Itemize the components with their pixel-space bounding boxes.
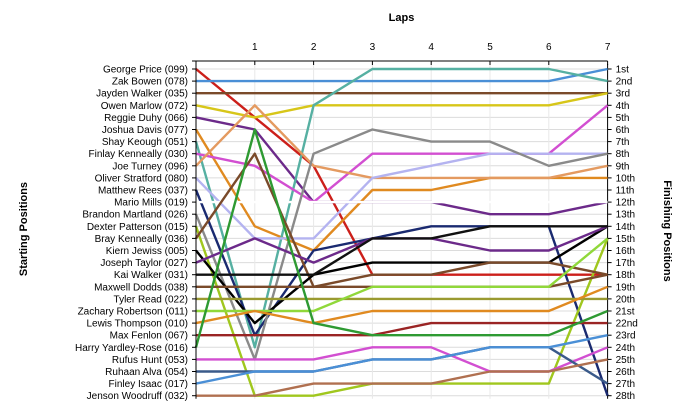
- series-line: [195, 152, 608, 288]
- right-axis-title: Finishing Positions: [661, 180, 673, 282]
- starting-position-label: Kiern Jewiss (005): [106, 246, 188, 257]
- finishing-position-label: 3rd: [616, 89, 630, 100]
- finishing-position-label: 24th: [616, 343, 635, 354]
- x-axis-title: Laps: [388, 12, 415, 24]
- finishing-position-label: 8th: [616, 149, 630, 160]
- finishing-position-label: 4th: [616, 101, 630, 112]
- finishing-position-label: 22nd: [616, 319, 638, 330]
- starting-position-label: Joshua Davis (077): [102, 125, 188, 136]
- finishing-position-label: 17th: [616, 258, 635, 269]
- starting-position-label: Ruhaan Alva (054): [105, 367, 188, 378]
- finishing-position-label: 14th: [616, 222, 635, 233]
- series-line: [194, 128, 609, 348]
- starting-position-label: Kai Walker (031): [114, 270, 188, 281]
- starting-position-label: Lewis Thompson (010): [86, 319, 188, 330]
- starting-position-label: Jayden Walker (035): [96, 89, 188, 100]
- starting-position-label: George Price (099): [103, 65, 188, 76]
- finishing-position-label: 26th: [616, 367, 635, 378]
- starting-position-label: Finlay Kenneally (030): [89, 149, 189, 160]
- finishing-position-label: 12th: [616, 198, 635, 209]
- finishing-position-label: 23rd: [616, 331, 636, 342]
- series-line: [195, 285, 609, 325]
- starting-position-label: Zak Bowen (078): [112, 77, 188, 88]
- starting-position-label: Maxwell Dodds (038): [94, 282, 188, 293]
- finishing-position-label: 6th: [616, 125, 630, 136]
- axes: [192, 60, 608, 399]
- series-line: [196, 225, 608, 276]
- finishing-position-label: 18th: [616, 270, 635, 281]
- series-line: [195, 104, 608, 180]
- x-tick-label: 6: [546, 42, 552, 53]
- finishing-position-labels: 1st2nd3rd4th5th6th7th8th9th10th11th12th1…: [607, 65, 638, 402]
- finishing-position-label: 5th: [616, 113, 630, 124]
- finishing-position-label: 2nd: [616, 77, 633, 88]
- x-axis-ticks: 1 2 3 4 5 6 7: [252, 42, 611, 65]
- starting-position-label: Oliver Stratford (080): [95, 173, 188, 184]
- x-tick-label: 7: [605, 42, 611, 53]
- series-line: [196, 261, 608, 288]
- starting-position-label: Max Fenlon (067): [110, 331, 188, 342]
- starting-position-label: Zachary Robertson (011): [78, 307, 188, 318]
- x-tick-label: 3: [370, 42, 376, 53]
- starting-position-label: Dexter Patterson (015): [87, 222, 188, 233]
- finishing-position-label: 11th: [616, 186, 635, 197]
- starting-position-label: Jenson Woodruff (032): [87, 391, 188, 402]
- x-tick-label: 5: [487, 42, 493, 53]
- finishing-position-label: 21st: [616, 307, 635, 318]
- starting-position-label: Harry Yardley-Rose (016): [75, 343, 188, 354]
- finishing-position-label: 27th: [616, 379, 635, 390]
- finishing-position-label: 7th: [616, 137, 630, 148]
- starting-position-label: Joseph Taylor (027): [100, 258, 188, 269]
- starting-position-label: Bray Kenneally (036): [95, 234, 188, 245]
- finishing-position-label: 16th: [616, 246, 635, 257]
- series-lines: [194, 67, 609, 397]
- starting-position-label: Owen Marlow (072): [101, 101, 188, 112]
- series-line: [194, 189, 609, 397]
- starting-position-label: Tyler Read (022): [114, 294, 188, 305]
- series-line: [196, 237, 609, 313]
- finishing-position-label: 15th: [616, 234, 635, 245]
- starting-position-label: Rufus Hunt (053): [112, 355, 188, 366]
- series-line: [196, 67, 608, 83]
- series-line: [195, 152, 608, 240]
- series-line: [196, 321, 608, 337]
- starting-position-labels: George Price (099)Zak Bowen (078)Jayden …: [75, 65, 196, 402]
- finishing-position-label: 20th: [616, 294, 635, 305]
- series-line: [194, 128, 608, 361]
- finishing-position-label: 25th: [616, 355, 635, 366]
- x-tick-label: 4: [428, 42, 434, 53]
- finishing-position-label: 28th: [616, 391, 635, 402]
- starting-position-label: Reggie Duhy (066): [104, 113, 188, 124]
- starting-position-label: Shay Keough (051): [102, 137, 188, 148]
- starting-position-label: Finley Isaac (017): [109, 379, 188, 390]
- series-line: [194, 67, 608, 349]
- left-axis-title: Starting Positions: [18, 181, 30, 277]
- series-line: [196, 358, 608, 397]
- x-tick-label: 1: [252, 42, 258, 53]
- finishing-position-label: 9th: [616, 161, 630, 172]
- x-tick-label: 2: [311, 42, 317, 53]
- starting-position-label: Matthew Rees (037): [98, 186, 188, 197]
- starting-position-label: Mario Mills (019): [114, 198, 188, 209]
- finishing-position-label: 10th: [616, 173, 635, 184]
- finishing-position-label: 13th: [616, 210, 635, 221]
- starting-position-label: Joe Turney (096): [112, 161, 188, 172]
- series-line: [195, 334, 608, 385]
- finishing-position-label: 1st: [616, 65, 630, 76]
- finishing-position-label: 19th: [616, 282, 635, 293]
- starting-position-label: Brandon Martland (026): [82, 210, 188, 221]
